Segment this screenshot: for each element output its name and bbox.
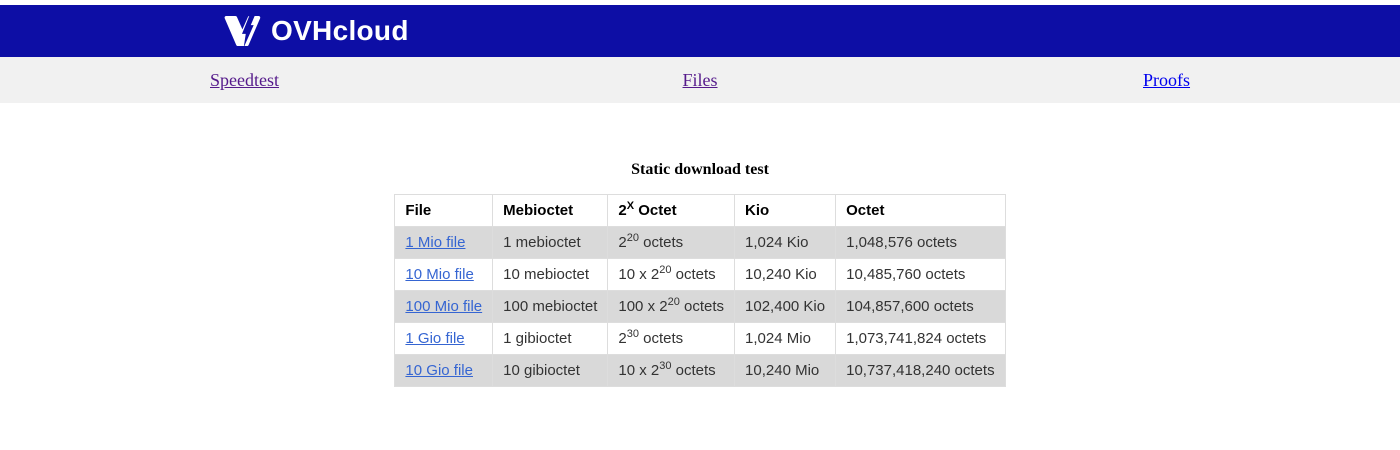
file-cell: 10 Mio file (394, 258, 494, 291)
kio-cell: 102,400 Kio (734, 290, 837, 323)
pow-cell: 100 x 220 octets (607, 290, 736, 323)
octet-cell: 104,857,600 octets (835, 290, 1006, 323)
table-row: 10 Gio file 10 gibioctet 10 x 230 octets… (394, 354, 1006, 387)
nav-link-files[interactable]: Files (682, 69, 718, 90)
column-header-kio: Kio (734, 194, 837, 227)
nav-bar: Speedtest Files Proofs (0, 57, 1400, 103)
column-header-mebioctet: Mebioctet (492, 194, 609, 227)
nav-link-speedtest[interactable]: Speedtest (210, 69, 279, 90)
pow-cell: 10 x 230 octets (607, 354, 736, 387)
file-cell: 1 Mio file (394, 226, 494, 259)
file-link-100-mio[interactable]: 100 Mio file (405, 298, 483, 315)
nav-cell-right: Proofs (863, 70, 1190, 91)
octet-cell: 10,737,418,240 octets (835, 354, 1006, 387)
table-row: 1 Gio file 1 gibioctet 230 octets 1,024 … (394, 322, 1006, 355)
mebioctet-cell: 100 mebioctet (492, 290, 609, 323)
octet-cell: 1,073,741,824 octets (835, 322, 1006, 355)
nav-cell-left: Speedtest (210, 70, 537, 91)
mebioctet-cell: 1 gibioctet (492, 322, 609, 355)
table-header-row: File Mebioctet 2X Octet Kio Octet (394, 194, 1006, 227)
mebioctet-cell: 1 mebioctet (492, 226, 609, 259)
page-title: Static download test (631, 161, 769, 178)
table-row: 10 Mio file 10 mebioctet 10 x 220 octets… (394, 258, 1006, 291)
kio-cell: 10,240 Mio (734, 354, 837, 387)
mebioctet-cell: 10 gibioctet (492, 354, 609, 387)
pow-cell: 230 octets (607, 322, 736, 355)
octet-cell: 10,485,760 octets (835, 258, 1006, 291)
file-link-1-mio[interactable]: 1 Mio file (405, 234, 466, 251)
column-header-pow-octet: 2X Octet (607, 194, 736, 227)
file-cell: 100 Mio file (394, 290, 494, 323)
file-link-10-mio[interactable]: 10 Mio file (405, 266, 474, 283)
octet-cell: 1,048,576 octets (835, 226, 1006, 259)
column-header-octet: Octet (835, 194, 1006, 227)
nav-link-proofs[interactable]: Proofs (1143, 69, 1191, 90)
file-cell: 1 Gio file (394, 322, 494, 355)
file-cell: 10 Gio file (394, 354, 494, 387)
table-row: 100 Mio file 100 mebioctet 100 x 220 oct… (394, 290, 1006, 323)
ovhcloud-logo-icon (224, 14, 261, 48)
pow-cell: 220 octets (607, 226, 736, 259)
download-table: File Mebioctet 2X Octet Kio Octet 1 Mio … (394, 194, 1006, 387)
brand-logo-text: OVHcloud (271, 15, 409, 46)
kio-cell: 10,240 Kio (734, 258, 837, 291)
nav-cell-center: Files (537, 70, 864, 91)
table-row: 1 Mio file 1 mebioctet 220 octets 1,024 … (394, 226, 1006, 259)
pow-cell: 10 x 220 octets (607, 258, 736, 291)
kio-cell: 1,024 Mio (734, 322, 837, 355)
brand-bar: OVHcloud (0, 5, 1400, 57)
file-link-10-gio[interactable]: 10 Gio file (405, 362, 473, 379)
column-header-file: File (394, 194, 494, 227)
file-link-1-gio[interactable]: 1 Gio file (405, 330, 465, 347)
kio-cell: 1,024 Kio (734, 226, 837, 259)
mebioctet-cell: 10 mebioctet (492, 258, 609, 291)
